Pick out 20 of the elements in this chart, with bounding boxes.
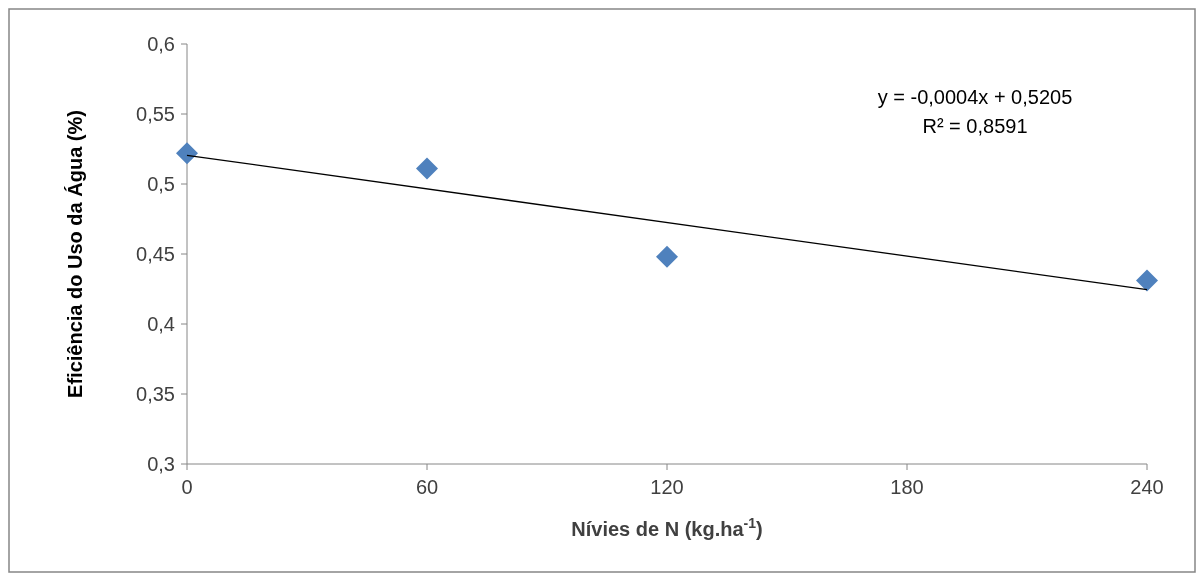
- point: [656, 245, 678, 268]
- point: [416, 157, 438, 180]
- x-tick-label: 60: [415, 476, 439, 498]
- y-tick-label: 0,45: [136, 243, 175, 265]
- x-tick-label: 180: [890, 476, 924, 498]
- annotation: R² = 0,8591: [922, 115, 1028, 137]
- y-axis-title: Eficiência do Uso da Água (%): [64, 110, 86, 398]
- y-tick-label: 0,6: [147, 33, 175, 55]
- annotation: y = -0,0004x + 0,5205: [877, 86, 1073, 108]
- x-tick-label: 0: [181, 476, 193, 498]
- x-tick-label: 240: [1130, 476, 1164, 498]
- x-tick-label: 120: [650, 476, 684, 498]
- y-tick-label: 0,35: [136, 383, 175, 405]
- point: [1136, 269, 1158, 292]
- point: [176, 142, 198, 165]
- x-axis-title: Nívies de N (kg.ha$^{-1}$): [571, 515, 763, 540]
- y-tick-label: 0,55: [136, 103, 175, 125]
- y-tick-label: 0,5: [147, 173, 175, 195]
- y-tick-label: 0,4: [147, 313, 175, 335]
- y-tick-label: 0,3: [147, 453, 175, 475]
